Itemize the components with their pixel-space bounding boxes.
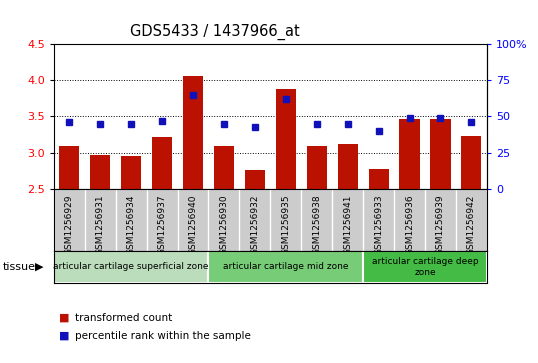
Bar	[214, 146, 234, 189]
Text: GSM1256934: GSM1256934	[126, 194, 136, 254]
Text: ▶: ▶	[35, 262, 44, 272]
Text: GSM1256939: GSM1256939	[436, 194, 445, 255]
Bar	[400, 119, 420, 189]
Text: GSM1256940: GSM1256940	[188, 194, 197, 254]
Text: articular cartilage deep
zone: articular cartilage deep zone	[372, 257, 478, 277]
Bar	[54, 250, 208, 283]
Bar	[462, 136, 482, 189]
Text: GSM1256933: GSM1256933	[374, 194, 383, 255]
Text: GSM1256931: GSM1256931	[96, 194, 105, 255]
Text: tissue: tissue	[3, 262, 36, 272]
Text: GSM1256935: GSM1256935	[281, 194, 291, 255]
Text: ■: ■	[59, 313, 70, 323]
Text: GSM1256936: GSM1256936	[405, 194, 414, 255]
Text: GSM1256941: GSM1256941	[343, 194, 352, 254]
Text: GSM1256929: GSM1256929	[65, 194, 74, 254]
Text: GSM1256942: GSM1256942	[467, 194, 476, 254]
Text: GSM1256938: GSM1256938	[312, 194, 321, 255]
Bar	[90, 155, 110, 189]
Bar	[245, 170, 265, 189]
Bar	[208, 250, 363, 283]
Bar	[363, 250, 487, 283]
Text: ■: ■	[59, 331, 70, 341]
Text: GDS5433 / 1437966_at: GDS5433 / 1437966_at	[130, 24, 300, 40]
Text: articular cartilage mid zone: articular cartilage mid zone	[223, 262, 349, 272]
Bar	[59, 146, 79, 189]
Bar	[430, 119, 450, 189]
Text: articular cartilage superficial zone: articular cartilage superficial zone	[53, 262, 209, 272]
Bar	[121, 156, 141, 189]
Bar	[183, 76, 203, 189]
Text: GSM1256937: GSM1256937	[158, 194, 167, 255]
Text: transformed count: transformed count	[75, 313, 173, 323]
Text: GSM1256932: GSM1256932	[250, 194, 259, 254]
Bar	[369, 169, 388, 189]
Bar	[307, 146, 327, 189]
Text: percentile rank within the sample: percentile rank within the sample	[75, 331, 251, 341]
Bar	[152, 137, 172, 189]
Bar	[338, 144, 358, 189]
Bar	[276, 89, 296, 189]
Text: GSM1256930: GSM1256930	[220, 194, 229, 255]
